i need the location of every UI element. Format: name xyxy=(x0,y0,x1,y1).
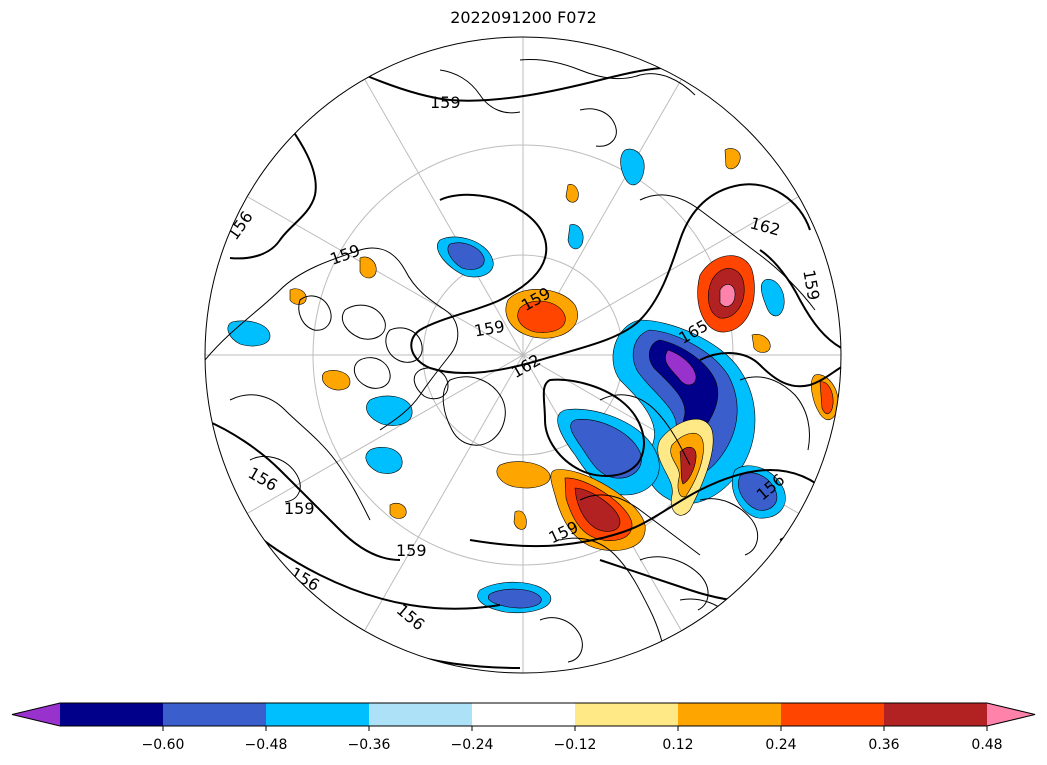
colorbar-ticks: −0.60 −0.48 −0.36 −0.24 −0.12 0.12 0.24 0.36 0.4… xyxy=(142,726,1003,753)
contour-label-159-g: 159 xyxy=(284,499,315,518)
colorbar-bin-3 xyxy=(266,703,370,726)
colorbar-bin-4 xyxy=(369,703,473,726)
anomaly-shading xyxy=(227,148,839,613)
colorbar-bin-7 xyxy=(678,703,782,726)
colorbar-bin-10 xyxy=(987,703,1035,726)
colorbar-tick-label-7: 0.36 xyxy=(868,737,899,753)
colorbar-bin-6 xyxy=(575,703,679,726)
colorbar-tick-label-3: −0.24 xyxy=(451,737,494,753)
colorbar-bin-5 xyxy=(472,703,576,726)
colorbar-tick-label-5: 0.12 xyxy=(662,737,693,753)
colorbar-bins xyxy=(11,702,1036,727)
colorbar-outline xyxy=(11,702,1036,727)
map-boundary xyxy=(204,36,842,674)
map-title: 2022091200 F072 xyxy=(450,8,597,27)
colorbar-bin-1 xyxy=(60,703,164,726)
colorbar-tick-label-0: −0.60 xyxy=(142,737,185,753)
colorbar-tick-label-6: 0.24 xyxy=(765,737,796,753)
colorbar-bin-8 xyxy=(781,703,885,726)
colorbar-bin-2 xyxy=(163,703,267,726)
colorbar-tick-label-8: 0.48 xyxy=(971,737,1002,753)
colorbar-bin-9 xyxy=(884,703,988,726)
colorbar-tick-label-4: −0.12 xyxy=(554,737,597,753)
contour-label-159-h: 159 xyxy=(396,541,427,560)
colorbar-bin-0 xyxy=(12,703,63,726)
colorbar-tick-label-1: −0.48 xyxy=(245,737,288,753)
colorbar-tick-label-2: −0.36 xyxy=(348,737,391,753)
contour-label-159-a: 159 xyxy=(430,93,461,112)
